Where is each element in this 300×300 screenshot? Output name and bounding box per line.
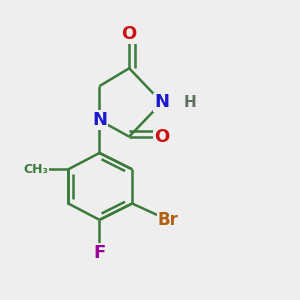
Text: N: N	[92, 111, 107, 129]
Text: O: O	[154, 128, 170, 146]
Text: F: F	[93, 244, 106, 262]
Text: CH₃: CH₃	[23, 163, 48, 176]
Text: Br: Br	[158, 211, 178, 229]
Text: N: N	[154, 93, 169, 111]
Text: O: O	[122, 25, 137, 43]
Text: H: H	[184, 95, 196, 110]
